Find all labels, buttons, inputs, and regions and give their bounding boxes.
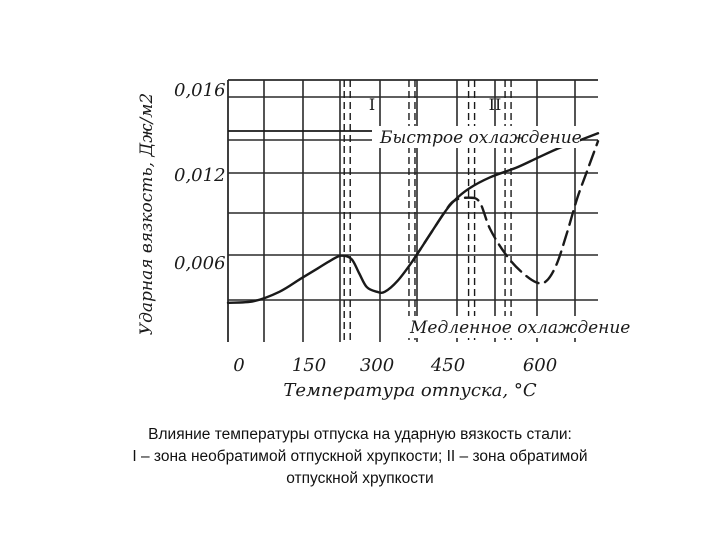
x-tick-label: 300 — [360, 355, 394, 376]
legend-bg-fast — [372, 126, 580, 148]
x-tick-label: 600 — [523, 355, 557, 376]
zone-boundaries — [343, 80, 512, 342]
zone-label-ii: II — [489, 95, 502, 114]
chart-grid — [227, 79, 598, 342]
x-tick-label: 450 — [430, 355, 465, 376]
y-axis-title: Ударная вязкость, Дж/м2 — [137, 93, 157, 335]
caption-line: отпускной хрупкости — [286, 470, 434, 487]
y-tick-label: 0,012 — [174, 165, 226, 186]
series-line-slow-cooling — [411, 140, 600, 285]
series-label-fast: Быстрое охлаждение — [379, 128, 582, 148]
y-tick-label: 0,006 — [174, 253, 226, 274]
figure-caption: Влияние температуры отпуска на ударную в… — [60, 424, 660, 490]
caption-line: I – зона необратимой отпускной хрупкости… — [132, 448, 588, 465]
y-tick-label: 0,016 — [174, 80, 226, 101]
series-label-slow: Медленное охлаждение — [409, 318, 630, 338]
x-tick-label: 150 — [292, 355, 326, 376]
chart-curves — [226, 132, 600, 304]
x-tick-label: 0 — [233, 355, 244, 376]
zone-label-i: I — [369, 95, 375, 114]
chart: 0,016 0,012 0,006 0 150 300 450 600 Темп… — [137, 79, 630, 401]
caption-line: Влияние температуры отпуска на ударную в… — [148, 426, 572, 443]
series-line-fast-cooling — [226, 132, 600, 304]
legend-bg-slow — [404, 316, 626, 338]
x-axis-title: Температура отпуска, °С — [283, 380, 537, 401]
